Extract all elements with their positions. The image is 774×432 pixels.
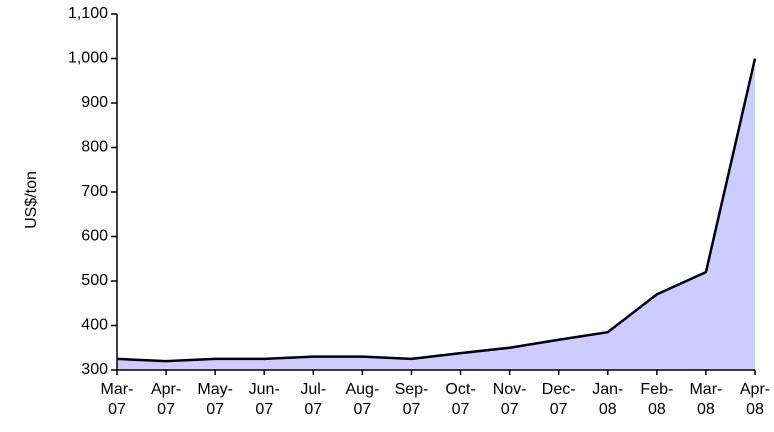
- x-tick-label-line: Mar-: [689, 381, 722, 398]
- y-tick-label: 400: [81, 317, 108, 334]
- y-tick-label: 700: [81, 183, 108, 200]
- x-tick-label-line: 07: [550, 401, 568, 418]
- x-tick-label-line: 08: [746, 401, 764, 418]
- y-tick-label: 900: [81, 94, 108, 111]
- x-tick-label-line: 07: [255, 401, 273, 418]
- x-tick-label-line: Feb-: [640, 381, 673, 398]
- x-tick-label-line: 07: [206, 401, 224, 418]
- x-tick-label: Jan- 08: [592, 381, 623, 418]
- y-tick-label: 300: [81, 361, 108, 378]
- line: [116, 58, 757, 363]
- x-tick-label-line: 07: [157, 401, 175, 418]
- x-tick-label: May- 07: [197, 381, 233, 418]
- x-tick-label-line: 08: [697, 401, 715, 418]
- x-tick-label-line: Oct-: [445, 381, 475, 398]
- x-tick-label: Apr- 07: [151, 381, 181, 418]
- x-tick-label: Feb- 08: [640, 381, 673, 418]
- x-tick-label-line: Jan-: [592, 381, 623, 398]
- x-tick-label: Aug- 07: [345, 381, 379, 418]
- x-tick-label: Mar- 07: [101, 381, 134, 418]
- y-tick-label: 1,000: [68, 50, 108, 67]
- x-tick-label: Dec- 07: [542, 381, 576, 418]
- y-axis-label: US$/ton: [23, 171, 40, 229]
- x-tick-label-line: 07: [452, 401, 470, 418]
- x-tick-label-line: 07: [108, 401, 126, 418]
- x-tick-label-line: 07: [501, 401, 519, 418]
- x-tick-label-line: 07: [353, 401, 371, 418]
- area: [117, 58, 755, 370]
- x-tick-label-line: Aug-: [345, 381, 379, 398]
- x-tick-label-line: Sep-: [395, 381, 429, 398]
- x-tick-label: Mar- 08: [689, 381, 722, 418]
- y-tick-label: 500: [81, 272, 108, 289]
- x-tick-label-line: 07: [403, 401, 421, 418]
- x-tick-label-line: 08: [599, 401, 617, 418]
- x-tick-label-line: Apr-: [151, 381, 181, 398]
- x-tick-label-line: Nov-: [493, 381, 527, 398]
- y-tick-label: 800: [81, 139, 108, 156]
- x-tick-label-line: May-: [197, 381, 233, 398]
- x-tick-label: Jun- 07: [249, 381, 280, 418]
- x-tick-label-line: Jun-: [249, 381, 280, 398]
- x-tick-label: Jul- 07: [300, 381, 326, 418]
- x-tick-label: Apr- 08: [740, 381, 770, 418]
- y-tick-label: 600: [81, 228, 108, 245]
- x-tick-label-line: Mar-: [101, 381, 134, 398]
- x-tick-label: Nov- 07: [493, 381, 527, 418]
- y-tick-label: 1,100: [68, 5, 108, 22]
- x-tick-label: Sep- 07: [395, 381, 429, 418]
- x-tick-label: Oct- 07: [445, 381, 475, 418]
- x-tick-label-line: Dec-: [542, 381, 576, 398]
- x-tick-label-line: 07: [304, 401, 322, 418]
- x-tick-label-line: 08: [648, 401, 666, 418]
- x-tick-label-line: Apr-: [740, 381, 770, 398]
- x-tick-label-line: Jul-: [300, 381, 326, 398]
